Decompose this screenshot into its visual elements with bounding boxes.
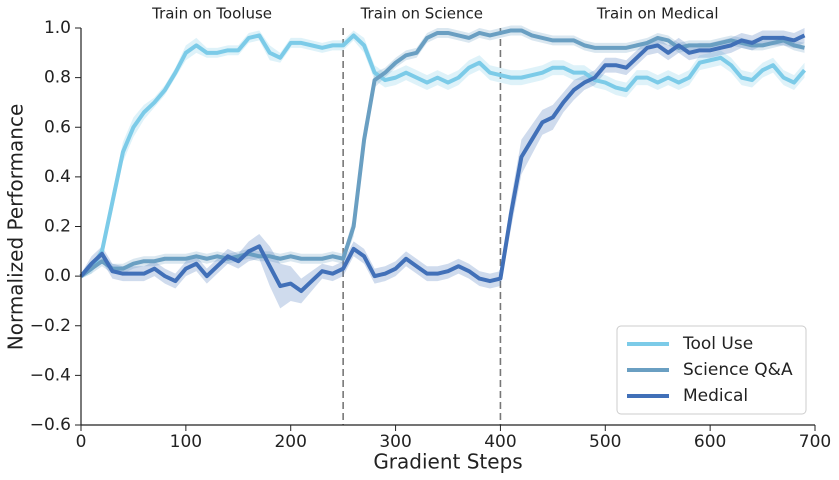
error-band <box>81 30 805 279</box>
legend-box <box>616 325 807 415</box>
series-line <box>79 28 805 278</box>
y-tick-label: 0.4 <box>44 167 71 187</box>
y-tick-label: 0.2 <box>44 217 71 237</box>
error-band <box>81 28 805 309</box>
y-tick-label: 0.6 <box>44 117 71 137</box>
x-tick-label: 700 <box>799 432 831 452</box>
y-tick-label: 0.0 <box>44 266 71 286</box>
y-tick-label: 1.0 <box>44 18 71 38</box>
y-tick-label: −0.2 <box>30 316 71 336</box>
y-tick-label: 0.8 <box>44 68 71 88</box>
legend-label: Science Q&A <box>683 360 793 380</box>
legend: Tool Use Science Q&A Medical <box>616 325 807 415</box>
x-tick-label: 100 <box>170 432 202 452</box>
series-line <box>79 33 807 278</box>
y-tick-label: −0.6 <box>30 415 71 435</box>
x-tick-label: 0 <box>76 432 87 452</box>
legend-label: Tool Use <box>682 334 753 354</box>
y-tick-label: −0.4 <box>30 365 71 385</box>
x-tick-label: 600 <box>694 432 726 452</box>
phase-label: Train on Science <box>360 5 483 23</box>
x-tick-label: 500 <box>589 432 621 452</box>
x-axis-label: Gradient Steps <box>373 450 522 474</box>
phase-label: Train on Tooluse <box>151 5 272 23</box>
x-tick-label: 300 <box>379 432 411 452</box>
x-tick-label: 200 <box>274 432 306 452</box>
y-axis-label: Normalized Performance <box>4 104 28 351</box>
legend-label: Medical <box>683 386 748 406</box>
x-tick-label: 400 <box>484 432 516 452</box>
phase-label: Train on Medical <box>596 5 719 23</box>
series-line <box>79 33 806 294</box>
